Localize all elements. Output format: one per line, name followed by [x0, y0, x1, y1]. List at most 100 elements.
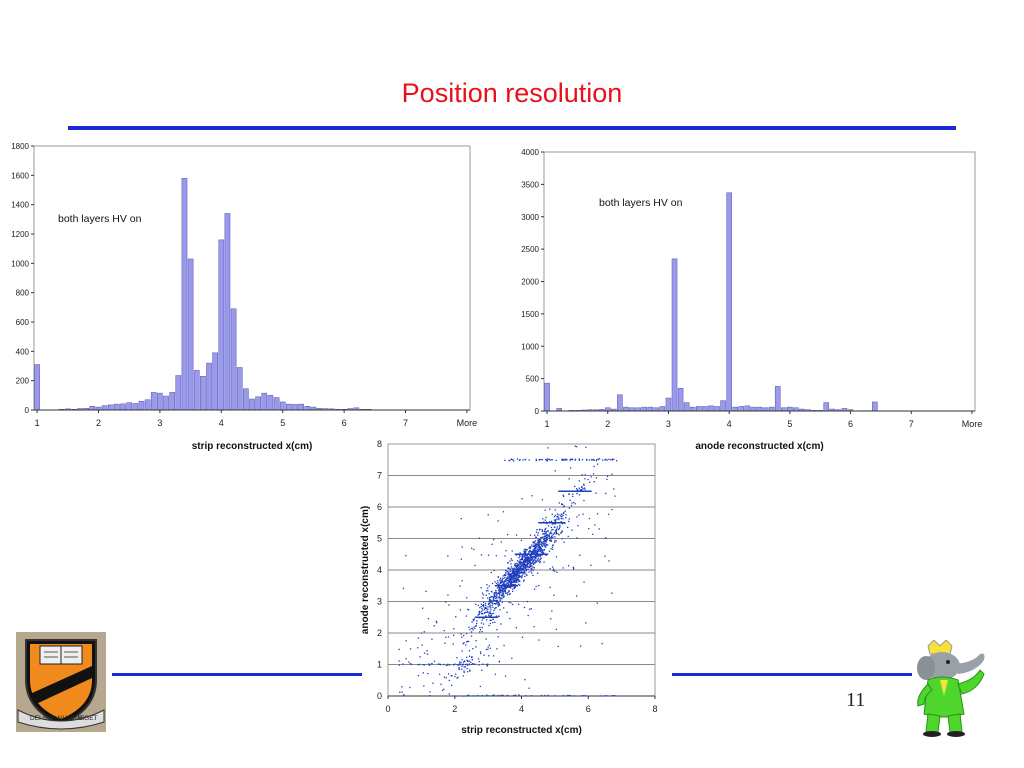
scatter-point [580, 486, 583, 489]
scatter-point [529, 558, 531, 560]
scatter-point [433, 625, 435, 627]
scatter-point [466, 597, 468, 599]
scatter-point [471, 627, 473, 630]
scatter-point [511, 578, 513, 580]
scatter-point [514, 573, 516, 575]
scatter-point [465, 663, 467, 666]
scatter-point [507, 586, 509, 588]
scatter-point [466, 671, 469, 673]
x-tick-label: 6 [342, 418, 347, 428]
scatter-point [554, 520, 556, 523]
scatter-point [604, 695, 606, 697]
scatter-point [484, 602, 487, 604]
scatter-point [468, 650, 471, 652]
scatter-point [563, 506, 565, 508]
scatter-point [467, 608, 469, 611]
scatter-point [565, 514, 567, 516]
scatter-point [486, 584, 488, 586]
scatter-point [532, 563, 535, 566]
scatter-point [561, 458, 563, 460]
scatter-point [510, 577, 512, 579]
scatter-point [541, 530, 544, 532]
histogram-bar [157, 392, 163, 411]
scatter-point [608, 458, 610, 460]
y-tick-label: 1600 [11, 171, 29, 180]
scatter-point [524, 559, 526, 561]
scatter-point [561, 530, 563, 532]
histogram-bar [726, 192, 732, 412]
histogram-bar [720, 400, 726, 412]
scatter-point [595, 492, 597, 494]
x-tick-label: 5 [280, 418, 285, 428]
scatter-point [459, 609, 462, 611]
scatter-point [544, 519, 546, 521]
scatter-point [448, 604, 450, 606]
scatter-point [524, 568, 527, 570]
histogram-bar [659, 406, 666, 412]
scatter-point [463, 642, 465, 644]
scatter-point [495, 592, 497, 594]
scatter-point [497, 584, 499, 586]
scatter-point [516, 568, 518, 570]
scatter-point [463, 661, 465, 663]
scatter-point [537, 541, 539, 544]
scatter-point [501, 593, 504, 595]
title-underline [68, 126, 956, 130]
scatter-point [450, 675, 452, 677]
scatter-point [528, 559, 530, 561]
scatter-point [508, 601, 510, 603]
scatter-point [427, 663, 430, 665]
y-tick-label: 1200 [11, 230, 29, 239]
scatter-point [534, 560, 536, 562]
scatter-point [445, 636, 447, 638]
scatter-point [487, 646, 489, 648]
scatter-point [596, 513, 599, 515]
scatter-point [507, 562, 509, 564]
scatter-point [585, 622, 587, 624]
scatter-point [528, 566, 530, 569]
scatter-point [561, 523, 563, 525]
scatter-point [527, 563, 529, 565]
chart-annotation: both layers HV on [599, 197, 683, 209]
scatter-point [474, 625, 477, 627]
scatter-point [533, 556, 535, 558]
scatter-point [512, 577, 514, 580]
scatter-point [501, 586, 503, 588]
scatter-point [521, 561, 523, 563]
scatter-point [563, 541, 565, 543]
scatter-point [442, 663, 445, 666]
scatter-point [504, 591, 506, 593]
scatter-point [555, 556, 558, 558]
scatter-point [468, 660, 470, 662]
scatter-point [536, 552, 538, 554]
scatter-point [529, 557, 531, 559]
scatter-point [583, 487, 586, 489]
scatter-point [540, 541, 542, 543]
scatter-point [519, 571, 522, 573]
scatter-point [498, 596, 500, 598]
scatter-point [417, 663, 419, 666]
scatter-point [487, 606, 489, 608]
scatter-point [544, 528, 546, 530]
scatter-point [496, 587, 499, 589]
scatter-point [463, 634, 465, 637]
scatter-point [516, 579, 518, 581]
scatter-point [482, 604, 485, 606]
scatter-point [508, 593, 511, 595]
scatter-point [530, 559, 533, 561]
scatter-point [461, 668, 463, 670]
scatter-point [478, 664, 480, 666]
scatter-point [526, 600, 529, 603]
x-axis-label: anode reconstructed x(cm) [695, 441, 823, 452]
scatter-point [511, 550, 513, 552]
scatter-point [417, 675, 420, 677]
scatter-point [506, 570, 508, 572]
scatter-point [422, 607, 424, 609]
scatter-point [447, 663, 449, 665]
scatter-point [458, 668, 460, 670]
histogram-bar [774, 386, 781, 412]
scatter-point [507, 695, 509, 697]
scatter-point [493, 539, 495, 541]
scatter-point [534, 547, 536, 549]
scatter-point [554, 470, 556, 472]
